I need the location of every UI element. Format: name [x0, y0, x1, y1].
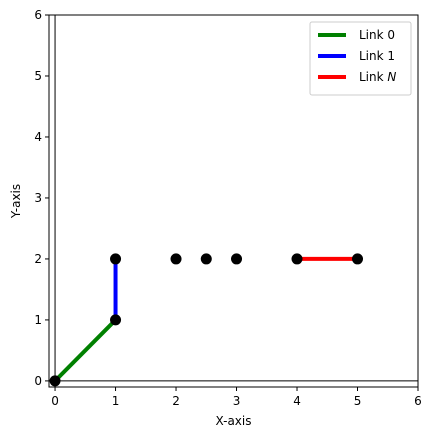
x-tick-label: 4: [293, 394, 301, 408]
legend-label-main: Link 1: [359, 49, 395, 63]
joint-marker-6: [291, 253, 303, 265]
y-tick-label: 1: [34, 313, 42, 327]
joint-marker-7: [352, 253, 364, 265]
series-line-0: [53, 318, 117, 383]
legend-label-1: Link 1: [359, 49, 395, 63]
joint-markers: [49, 253, 364, 387]
y-tick-label: 5: [34, 69, 42, 83]
x-tick-label: 5: [354, 394, 362, 408]
legend-label-main: Link: [359, 70, 387, 84]
joint-marker-0: [49, 375, 61, 387]
joint-marker-4: [200, 253, 212, 265]
legend-label-0: Link 0: [359, 28, 395, 42]
joint-marker-2: [110, 253, 122, 265]
y-tick-label: 6: [34, 8, 42, 22]
y-tick-label: 4: [34, 130, 42, 144]
x-tick-label: 0: [51, 394, 59, 408]
tick-marks: [45, 14, 419, 391]
x-tick-label: 2: [172, 394, 180, 408]
joint-marker-3: [170, 253, 182, 265]
legend-label-2: Link N: [359, 70, 396, 84]
y-tick-label: 2: [34, 252, 42, 266]
joint-marker-5: [231, 253, 243, 265]
joint-marker-1: [110, 314, 122, 326]
x-tick-label: 6: [414, 394, 422, 408]
x-tick-label: 1: [112, 394, 120, 408]
tick-labels: 0 1 2 3 4 5 6 0 1 2 3 4 5 6: [34, 8, 421, 408]
legend-label-main: Link 0: [359, 28, 395, 42]
y-tick-label: 0: [34, 374, 42, 388]
legend-items: Link 0 Link 1 Link N: [318, 28, 396, 84]
legend-label-italic: N: [387, 70, 396, 84]
y-tick-label: 3: [34, 191, 42, 205]
reference-lines: [49, 15, 418, 387]
series-lines: [53, 256, 358, 383]
x-tick-label: 3: [233, 394, 241, 408]
y-axis-label: Y-axis: [9, 184, 23, 219]
legend: Link 0 Link 1 Link N: [309, 21, 412, 96]
x-axis-label: X-axis: [216, 414, 252, 428]
